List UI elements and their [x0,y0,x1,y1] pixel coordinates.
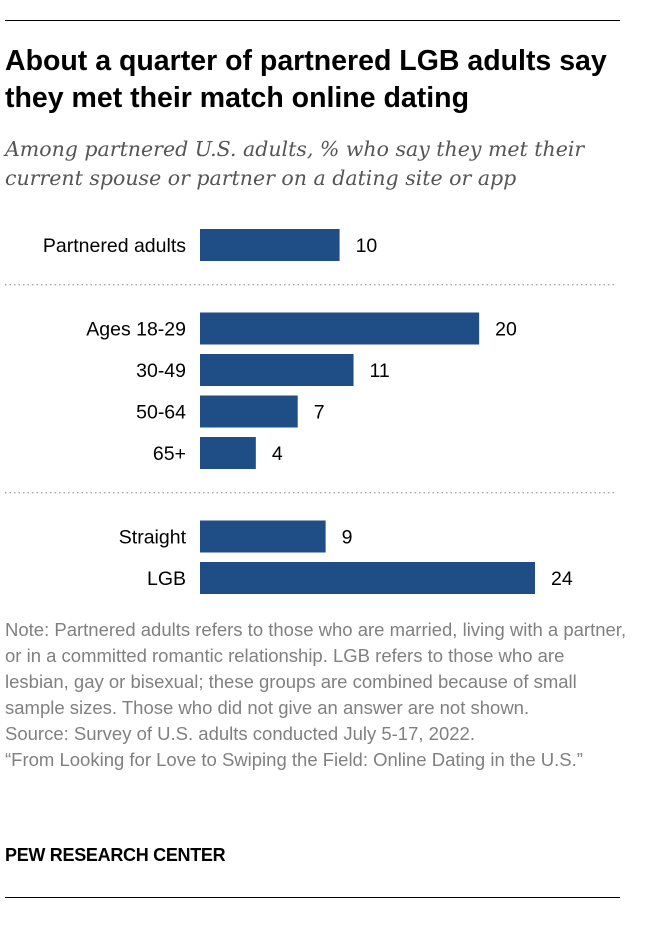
bar-50-64 [200,395,298,428]
bar-65 [200,437,256,469]
category-label-lgb: LGB [147,568,186,590]
source-text: Source: Survey of U.S. adults conducted … [5,723,475,744]
bar-partnered-adults [200,229,340,261]
value-label-partnered-adults: 10 [356,235,378,257]
category-label-65: 65+ [153,443,186,465]
value-label-straight: 9 [342,527,353,549]
pew-logo-text: PEW RESEARCH CENTER [5,845,226,865]
value-label-30-49: 11 [370,360,390,382]
bar-straight [200,520,326,553]
bar-lgb [200,562,535,594]
bar-chart: Partnered adults 10 Ages 18-29 20 30-49 11 50-… [5,229,617,594]
report-title: “From Looking for Love to Swiping the Fi… [5,749,583,770]
note-text: Note: Partnered adults refers to those w… [5,619,627,718]
category-label-50-64: 50-64 [136,402,186,424]
category-label-30-49: 30-49 [136,360,186,382]
category-label-ages-18-29: Ages 18-29 [86,319,186,341]
category-label-partnered-adults: Partnered adults [43,235,186,257]
bar-ages-18-29 [200,312,480,345]
category-label-straight: Straight [119,527,187,549]
bar-30-49 [200,354,354,386]
value-label-lgb: 24 [551,568,573,590]
chart-title: About a quarter of partnered LGB adults … [5,45,607,114]
top-rule [5,20,620,21]
bottom-rule [5,897,620,898]
chart-subtitle: Among partnered U.S. adults, % who say t… [5,137,585,190]
value-label-50-64: 7 [314,402,325,424]
value-label-ages-18-29: 20 [495,319,517,341]
value-label-65: 4 [272,443,283,465]
notes-block: Note: Partnered adults refers to those w… [5,617,630,773]
